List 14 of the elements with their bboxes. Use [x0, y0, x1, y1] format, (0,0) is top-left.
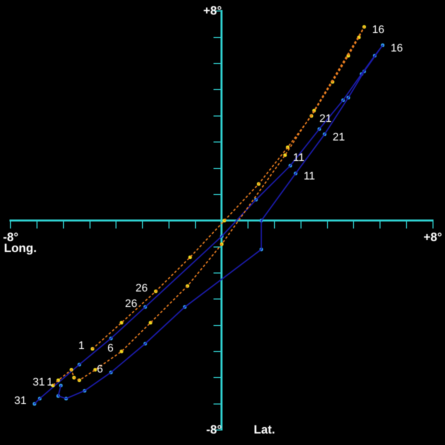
y-axis-title: Lat.: [254, 422, 276, 436]
annotation: 6: [107, 342, 114, 355]
annotation: 16: [390, 42, 403, 54]
annotation: 6: [96, 363, 103, 376]
annotation: 1: [46, 376, 53, 389]
annotation: 1: [78, 340, 84, 352]
annotation: 31: [14, 394, 26, 407]
annotation: 31: [32, 376, 45, 389]
annotation: 11: [304, 170, 316, 183]
annotation: 26: [125, 298, 138, 310]
annotation: 26: [136, 282, 148, 294]
x-axis-title: Long.: [4, 240, 37, 255]
annotation: 16: [372, 24, 384, 36]
annotation: 21: [332, 131, 345, 144]
